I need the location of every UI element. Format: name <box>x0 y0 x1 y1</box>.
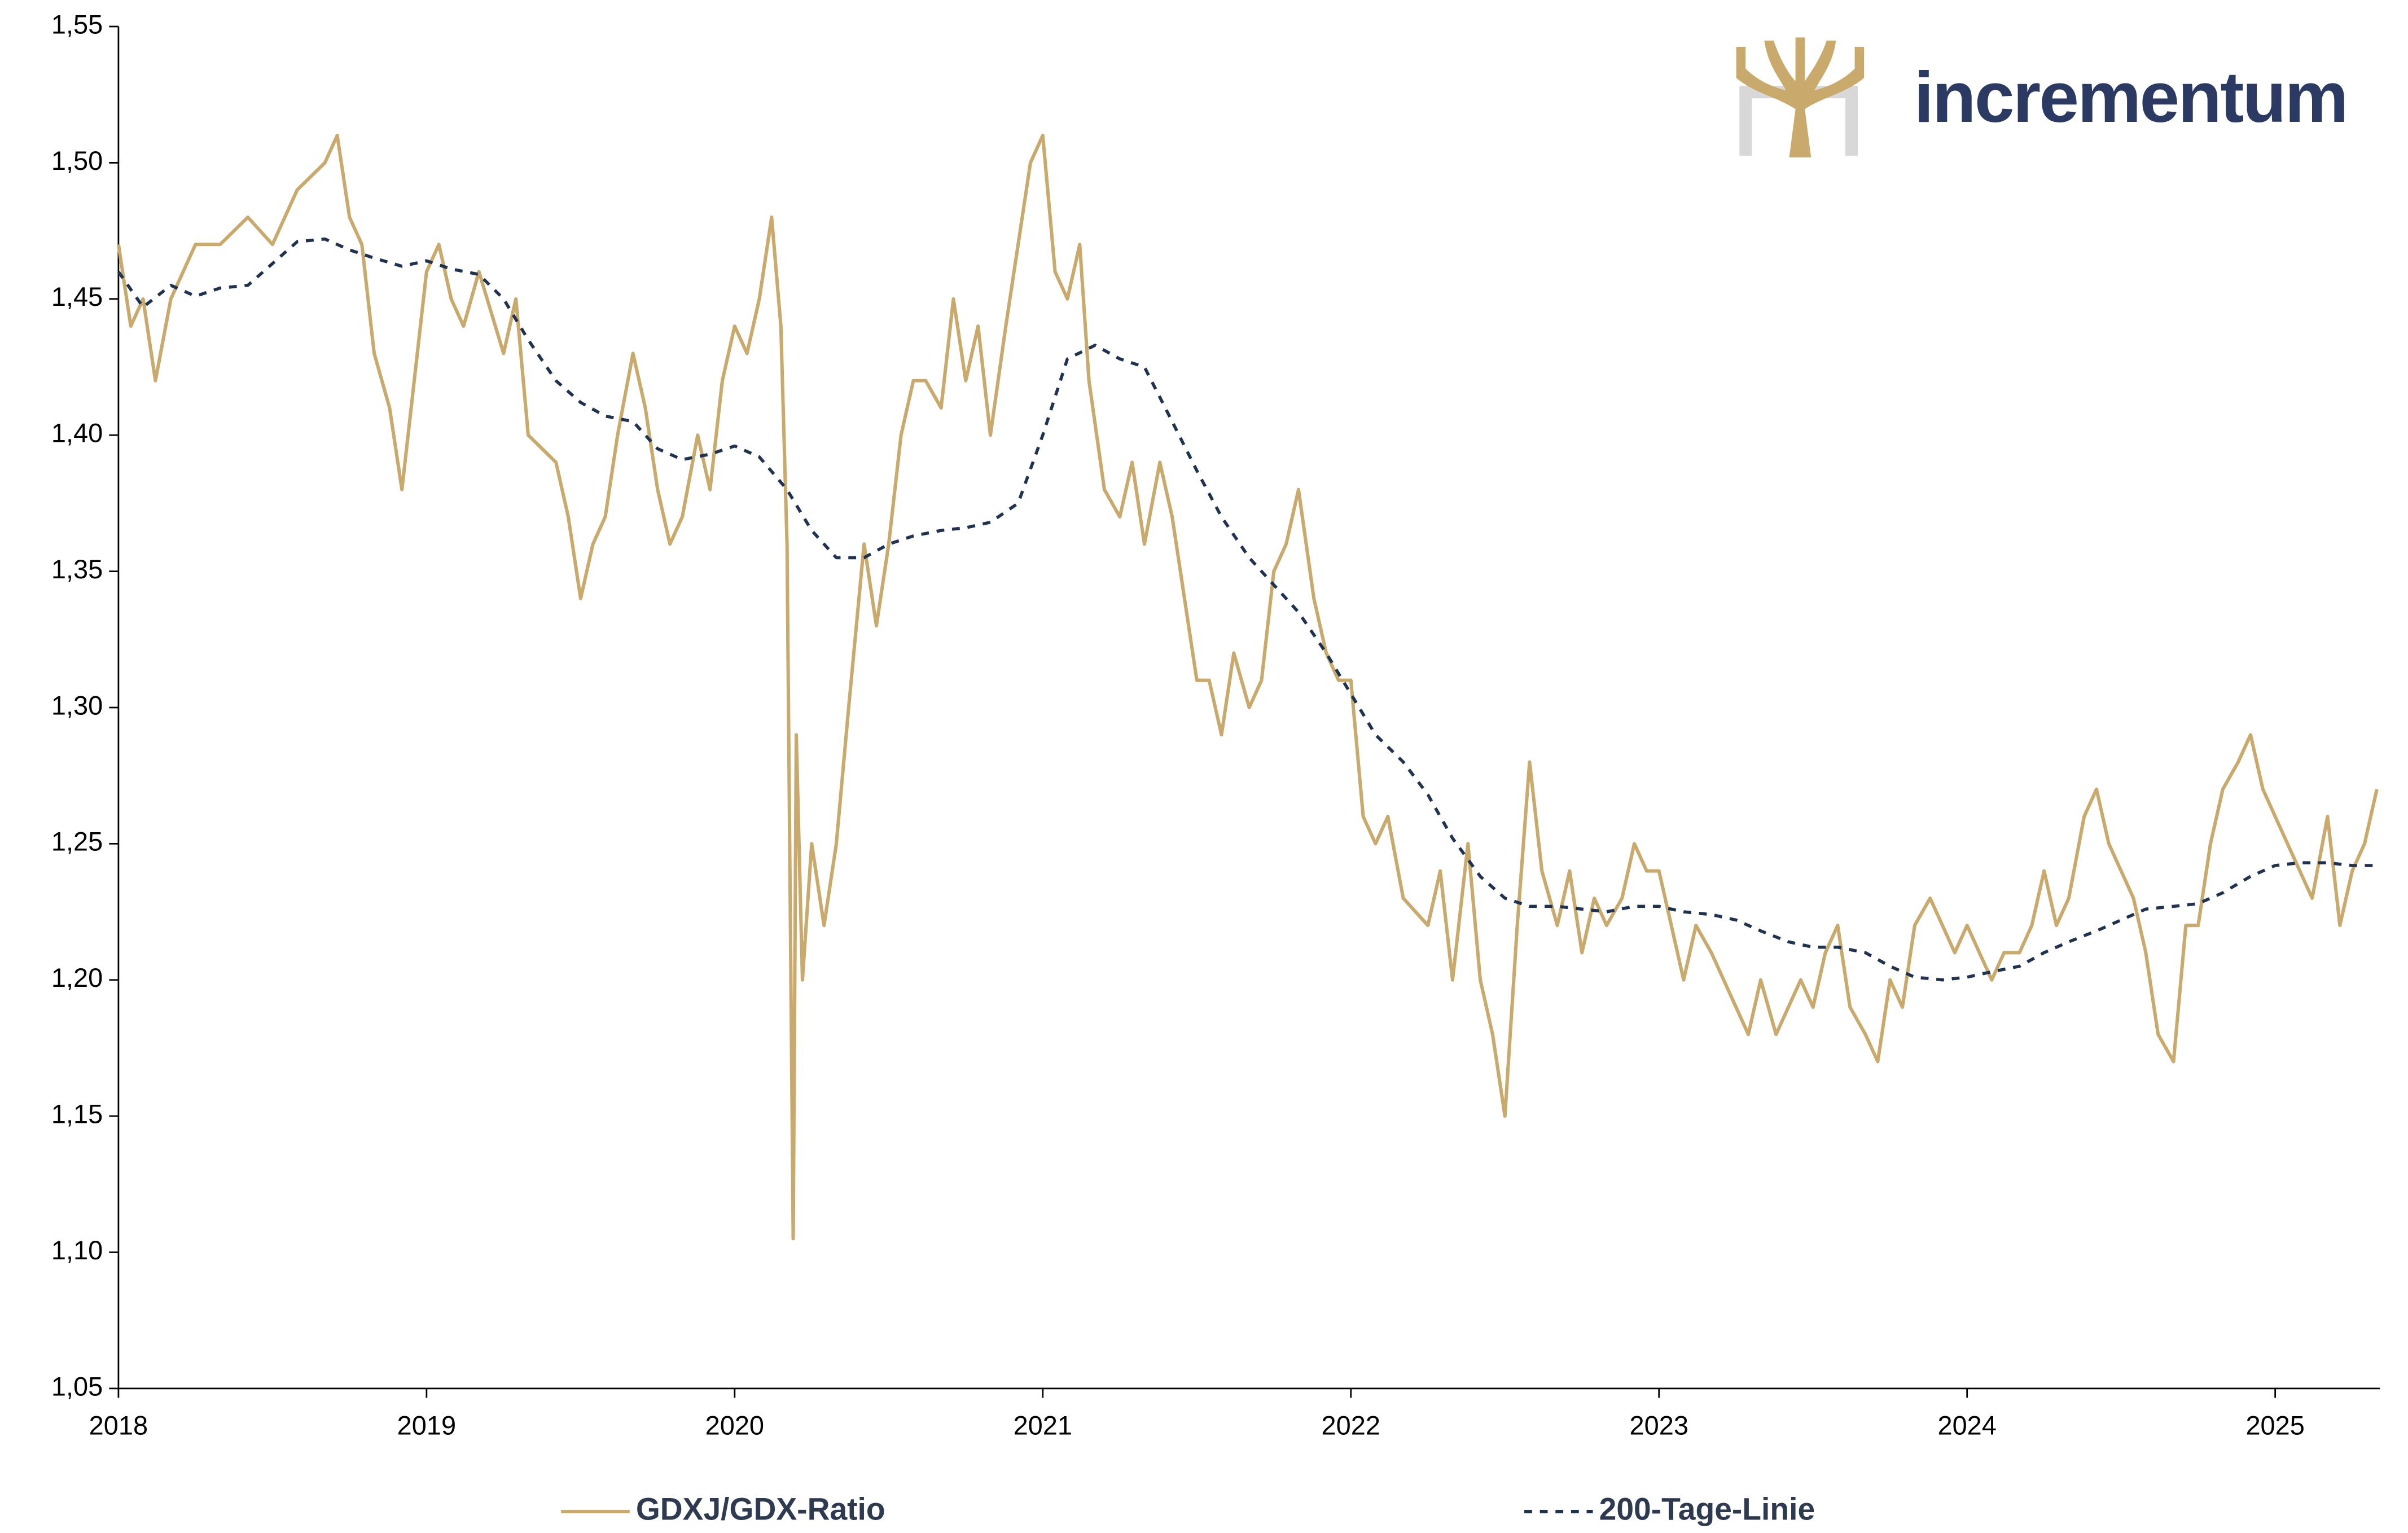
y-tick-label: 1,05 <box>51 1371 103 1401</box>
x-tick-label: 2021 <box>1014 1410 1072 1440</box>
x-tick-label: 2024 <box>1937 1410 1996 1440</box>
logo-tree <box>1736 37 1865 158</box>
y-tick-label: 1,25 <box>51 827 103 856</box>
y-tick-label: 1,15 <box>51 1099 103 1129</box>
x-tick-label: 2020 <box>705 1410 764 1440</box>
y-tick-label: 1,20 <box>51 963 103 992</box>
series-line <box>116 134 2379 1241</box>
series-line <box>117 237 2377 982</box>
legend-label: GDXJ/GDX-Ratio <box>636 1492 885 1527</box>
y-tick-label: 1,35 <box>51 554 103 584</box>
logo: incrementum <box>1736 37 2349 158</box>
y-tick-label: 1,10 <box>51 1235 103 1265</box>
x-tick-label: 2025 <box>2245 1410 2304 1440</box>
y-tick-label: 1,55 <box>51 9 103 39</box>
y-tick-label: 1,40 <box>51 418 103 448</box>
x-tick-label: 2019 <box>397 1410 456 1440</box>
legend-label: 200-Tage-Linie <box>1599 1492 1815 1527</box>
logo-text: incrementum <box>1914 57 2347 137</box>
y-tick-label: 1,30 <box>51 690 103 720</box>
x-tick-label: 2018 <box>89 1410 148 1440</box>
x-tick-label: 2023 <box>1630 1410 1688 1440</box>
x-tick-label: 2022 <box>1322 1410 1380 1440</box>
y-tick-label: 1,50 <box>51 146 103 175</box>
y-tick-label: 1,45 <box>51 282 103 311</box>
logo-frame <box>1739 86 1858 156</box>
